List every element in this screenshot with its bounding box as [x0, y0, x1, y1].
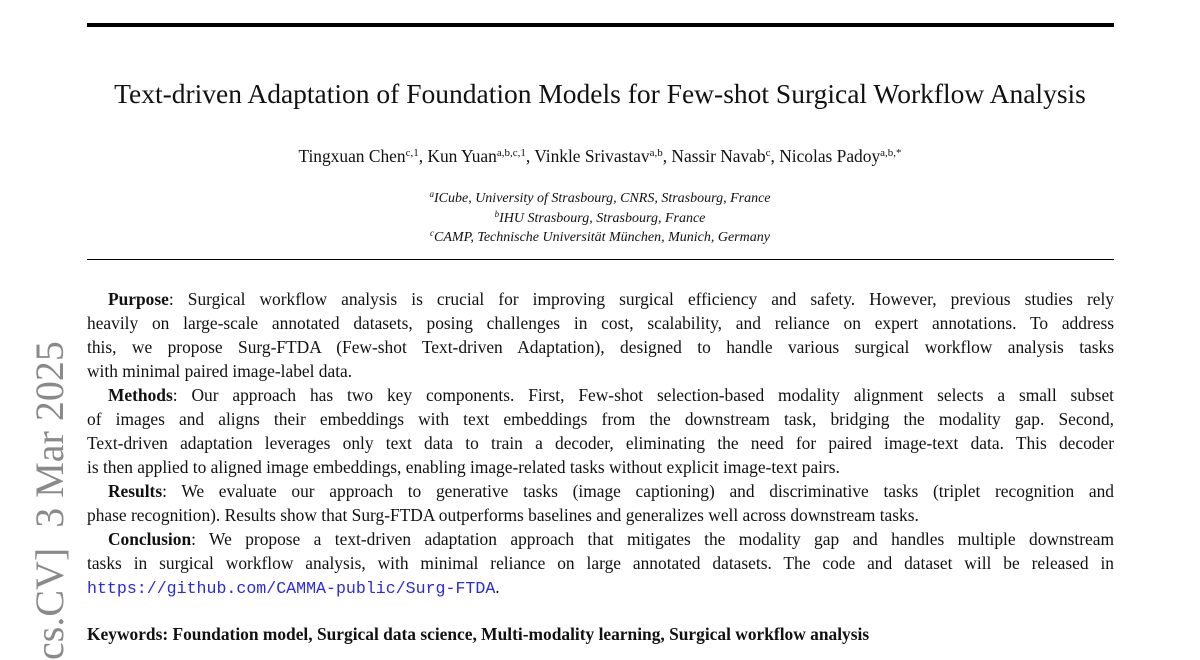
arxiv-stamp: cs.CV] 3 Mar 2025	[27, 341, 72, 660]
author: Nicolas Padoya,b,*	[779, 146, 902, 166]
abstract-methods: Methods: Our approach has two key compon…	[87, 385, 1114, 477]
affiliation: cCAMP, Technische Universität München, M…	[430, 228, 770, 246]
author: Tingxuan Chenc,1	[298, 146, 419, 166]
abstract-conclusion: Conclusion: We propose a text-driven ada…	[87, 529, 1114, 598]
author-list: Tingxuan Chenc,1, Kun Yuana,b,c,1, Vinkl…	[298, 146, 902, 166]
affiliations: aICube, University of Strasbourg, CNRS, …	[0, 189, 1200, 248]
abstract: Purpose: Surgical workflow analysis is c…	[87, 287, 1114, 601]
abstract-purpose: Purpose: Surgical workflow analysis is c…	[87, 289, 1114, 381]
author: Nassir Navabc	[671, 146, 771, 166]
author: Kun Yuana,b,c,1	[427, 146, 526, 166]
abstract-results: Results: We evaluate our approach to gen…	[87, 481, 1114, 525]
keywords: Keywords: Foundation model, Surgical dat…	[87, 624, 870, 644]
code-repository-link[interactable]: https://github.com/CAMMA-public/Surg-FTD…	[87, 579, 496, 598]
affiliation: bIHU Strasbourg, Strasbourg, France	[494, 208, 706, 226]
section-rule	[87, 259, 1114, 260]
top-rule	[87, 23, 1114, 27]
affiliation: aICube, University of Strasbourg, CNRS, …	[429, 189, 771, 207]
author: Vinkle Srivastava,b	[534, 146, 663, 166]
paper-title: Text-driven Adaptation of Foundation Mod…	[114, 78, 1086, 109]
